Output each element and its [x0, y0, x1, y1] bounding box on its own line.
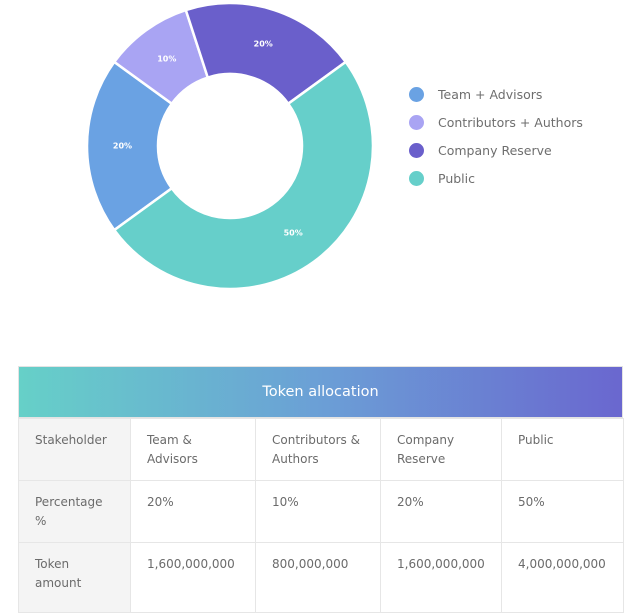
legend-label: Company Reserve	[438, 142, 552, 158]
donut-slice-public[interactable]	[112, 60, 375, 290]
table-cell: 800,000,000	[255, 542, 381, 613]
table-row-percentage: Percentage % 20% 10% 20% 50%	[18, 480, 624, 543]
table-cell: Public	[501, 418, 624, 481]
row-header: Token amount	[18, 542, 131, 613]
chart-legend: Team + Advisors Contributors + Authors C…	[409, 80, 583, 192]
legend-label: Team + Advisors	[438, 86, 543, 102]
table-header: Token allocation	[18, 366, 623, 418]
legend-label: Public	[438, 170, 475, 186]
table-cell: Contributors & Authors	[255, 418, 381, 481]
slice-label: 10%	[157, 55, 176, 64]
table-cell: 1,600,000,000	[130, 542, 256, 613]
legend-label: Contributors + Authors	[438, 114, 583, 130]
legend-swatch	[409, 170, 424, 186]
table-cell: 50%	[501, 480, 624, 543]
donut-chart: 20% 10% 20% 50%	[85, 1, 375, 290]
table-cell: 20%	[380, 480, 502, 543]
table-row-stakeholder: Stakeholder Team & Advisors Contributors…	[18, 418, 624, 481]
table-cell: Team & Advisors	[130, 418, 256, 481]
slice-label: 20%	[113, 142, 132, 151]
table-title: Token allocation	[262, 384, 379, 400]
allocation-grid: Stakeholder Team & Advisors Contributors…	[18, 418, 624, 613]
table-cell: Company Reserve	[380, 418, 502, 481]
legend-item-contributors-authors[interactable]: Contributors + Authors	[409, 108, 583, 136]
table-cell: 10%	[255, 480, 381, 543]
table-cell: 1,600,000,000	[380, 542, 502, 613]
table-cell: 20%	[130, 480, 256, 543]
table-row-token-amount: Token amount 1,600,000,000 800,000,000 1…	[18, 542, 624, 613]
donut-slice-company-reserve[interactable]	[184, 1, 348, 106]
table-cell: 4,000,000,000	[501, 542, 624, 613]
legend-swatch	[409, 142, 424, 158]
slice-label: 50%	[284, 228, 303, 237]
donut-slice-team-advisors[interactable]	[85, 60, 174, 232]
token-allocation-table: Token allocation Stakeholder Team & Advi…	[18, 366, 624, 613]
legend-swatch	[409, 114, 424, 130]
legend-item-company-reserve[interactable]: Company Reserve	[409, 136, 583, 164]
row-header: Stakeholder	[18, 418, 131, 481]
row-header: Percentage %	[18, 480, 131, 543]
legend-item-team-advisors[interactable]: Team + Advisors	[409, 80, 583, 108]
slice-label: 20%	[254, 39, 273, 48]
legend-swatch	[409, 86, 424, 102]
legend-item-public[interactable]: Public	[409, 164, 583, 192]
